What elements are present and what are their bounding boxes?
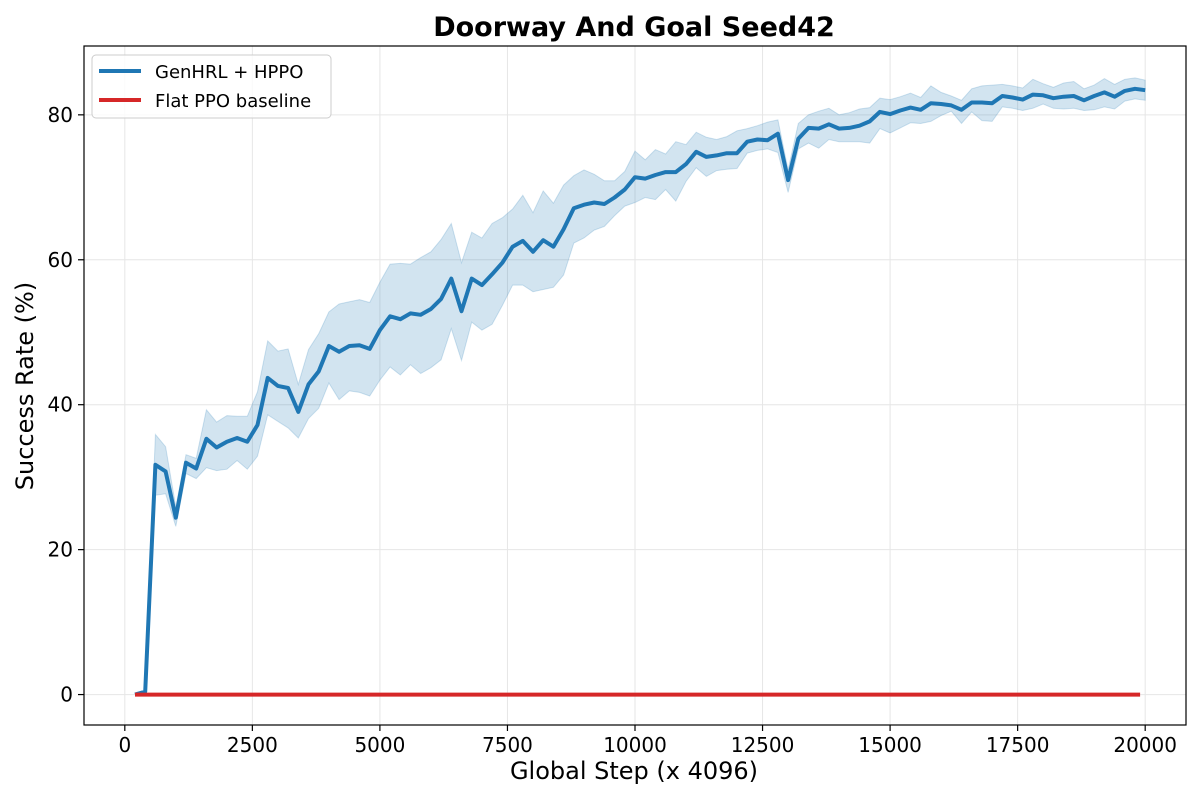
x-tick-label: 5000 xyxy=(354,733,405,757)
y-tick-label: 60 xyxy=(48,248,73,272)
y-tick-label: 0 xyxy=(60,683,73,707)
x-axis-label: Global Step (x 4096) xyxy=(510,757,758,785)
y-axis-label: Success Rate (%) xyxy=(11,282,39,490)
series-line-0 xyxy=(134,86,1146,697)
x-tick-label: 12500 xyxy=(731,733,795,757)
y-tick-label: 80 xyxy=(48,103,73,127)
x-tick-label: 2500 xyxy=(227,733,278,757)
x-tick-label: 0 xyxy=(118,733,131,757)
legend: GenHRL + HPPO Flat PPO baseline xyxy=(91,54,332,119)
x-tick-label: 17500 xyxy=(986,733,1050,757)
chart-title: Doorway And Goal Seed42 xyxy=(433,12,835,43)
y-axis-ticks: 0 20 40 60 80 xyxy=(48,103,84,707)
x-tick-label: 10000 xyxy=(603,733,667,757)
legend-label-genhrl: GenHRL + HPPO xyxy=(155,62,303,83)
x-axis-ticks: 0 2500 5000 7500 10000 12500 15000 17500 20000 xyxy=(118,725,1177,757)
legend-label-flat-ppo: Flat PPO baseline xyxy=(155,91,311,112)
legend-box xyxy=(91,54,332,119)
series-lines xyxy=(134,86,1146,697)
x-tick-label: 15000 xyxy=(858,733,922,757)
x-tick-label: 20000 xyxy=(1113,733,1177,757)
y-tick-label: 40 xyxy=(48,393,73,417)
x-tick-label: 7500 xyxy=(482,733,533,757)
y-tick-label: 20 xyxy=(48,538,73,562)
